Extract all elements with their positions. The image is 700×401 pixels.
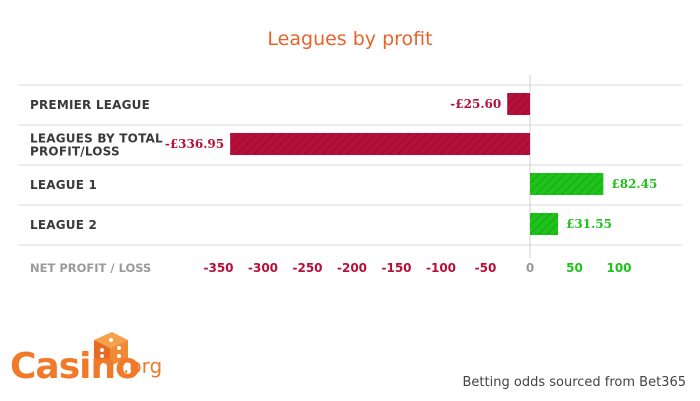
x-axis-label: NET PROFIT / LOSS [30, 261, 151, 275]
category-label: LEAGUE 1 [30, 178, 97, 192]
bar [507, 93, 530, 115]
bar [530, 173, 604, 195]
x-tick-label: -300 [248, 261, 278, 275]
logo-suffix: .org [123, 354, 163, 378]
x-tick-label: -350 [203, 261, 233, 275]
x-tick-label: -200 [337, 261, 367, 275]
data-label: -£336.95 [165, 137, 224, 151]
category-label: PREMIER LEAGUE [30, 98, 150, 112]
bar [230, 133, 530, 155]
data-label: £82.45 [611, 177, 657, 191]
category-label: PROFIT/LOSS [30, 145, 120, 159]
category-label: LEAGUE 2 [30, 218, 97, 232]
x-tick-label: 100 [606, 261, 631, 275]
category-label: LEAGUES BY TOTAL [30, 132, 163, 146]
data-label: £31.55 [566, 217, 612, 231]
data-label: -£25.60 [450, 97, 501, 111]
x-tick-label: -250 [292, 261, 322, 275]
bar [530, 213, 559, 235]
x-tick-label: 50 [566, 261, 583, 275]
x-tick-label: -50 [475, 261, 497, 275]
source-note: Betting odds sourced from Bet365 [462, 375, 686, 390]
chart-title: Leagues by profit [267, 28, 433, 50]
dice-icon [94, 332, 128, 366]
bar-chart: PREMIER LEAGUE -£25.60 LEAGUES BY TOTALPRO… [18, 75, 682, 275]
logo-wordmark: Casino [10, 346, 140, 387]
x-tick-label: -100 [426, 261, 456, 275]
casino-org-logo: Casino .org [10, 328, 170, 394]
x-tick-label: 0 [526, 261, 534, 275]
x-tick-label: -150 [381, 261, 411, 275]
